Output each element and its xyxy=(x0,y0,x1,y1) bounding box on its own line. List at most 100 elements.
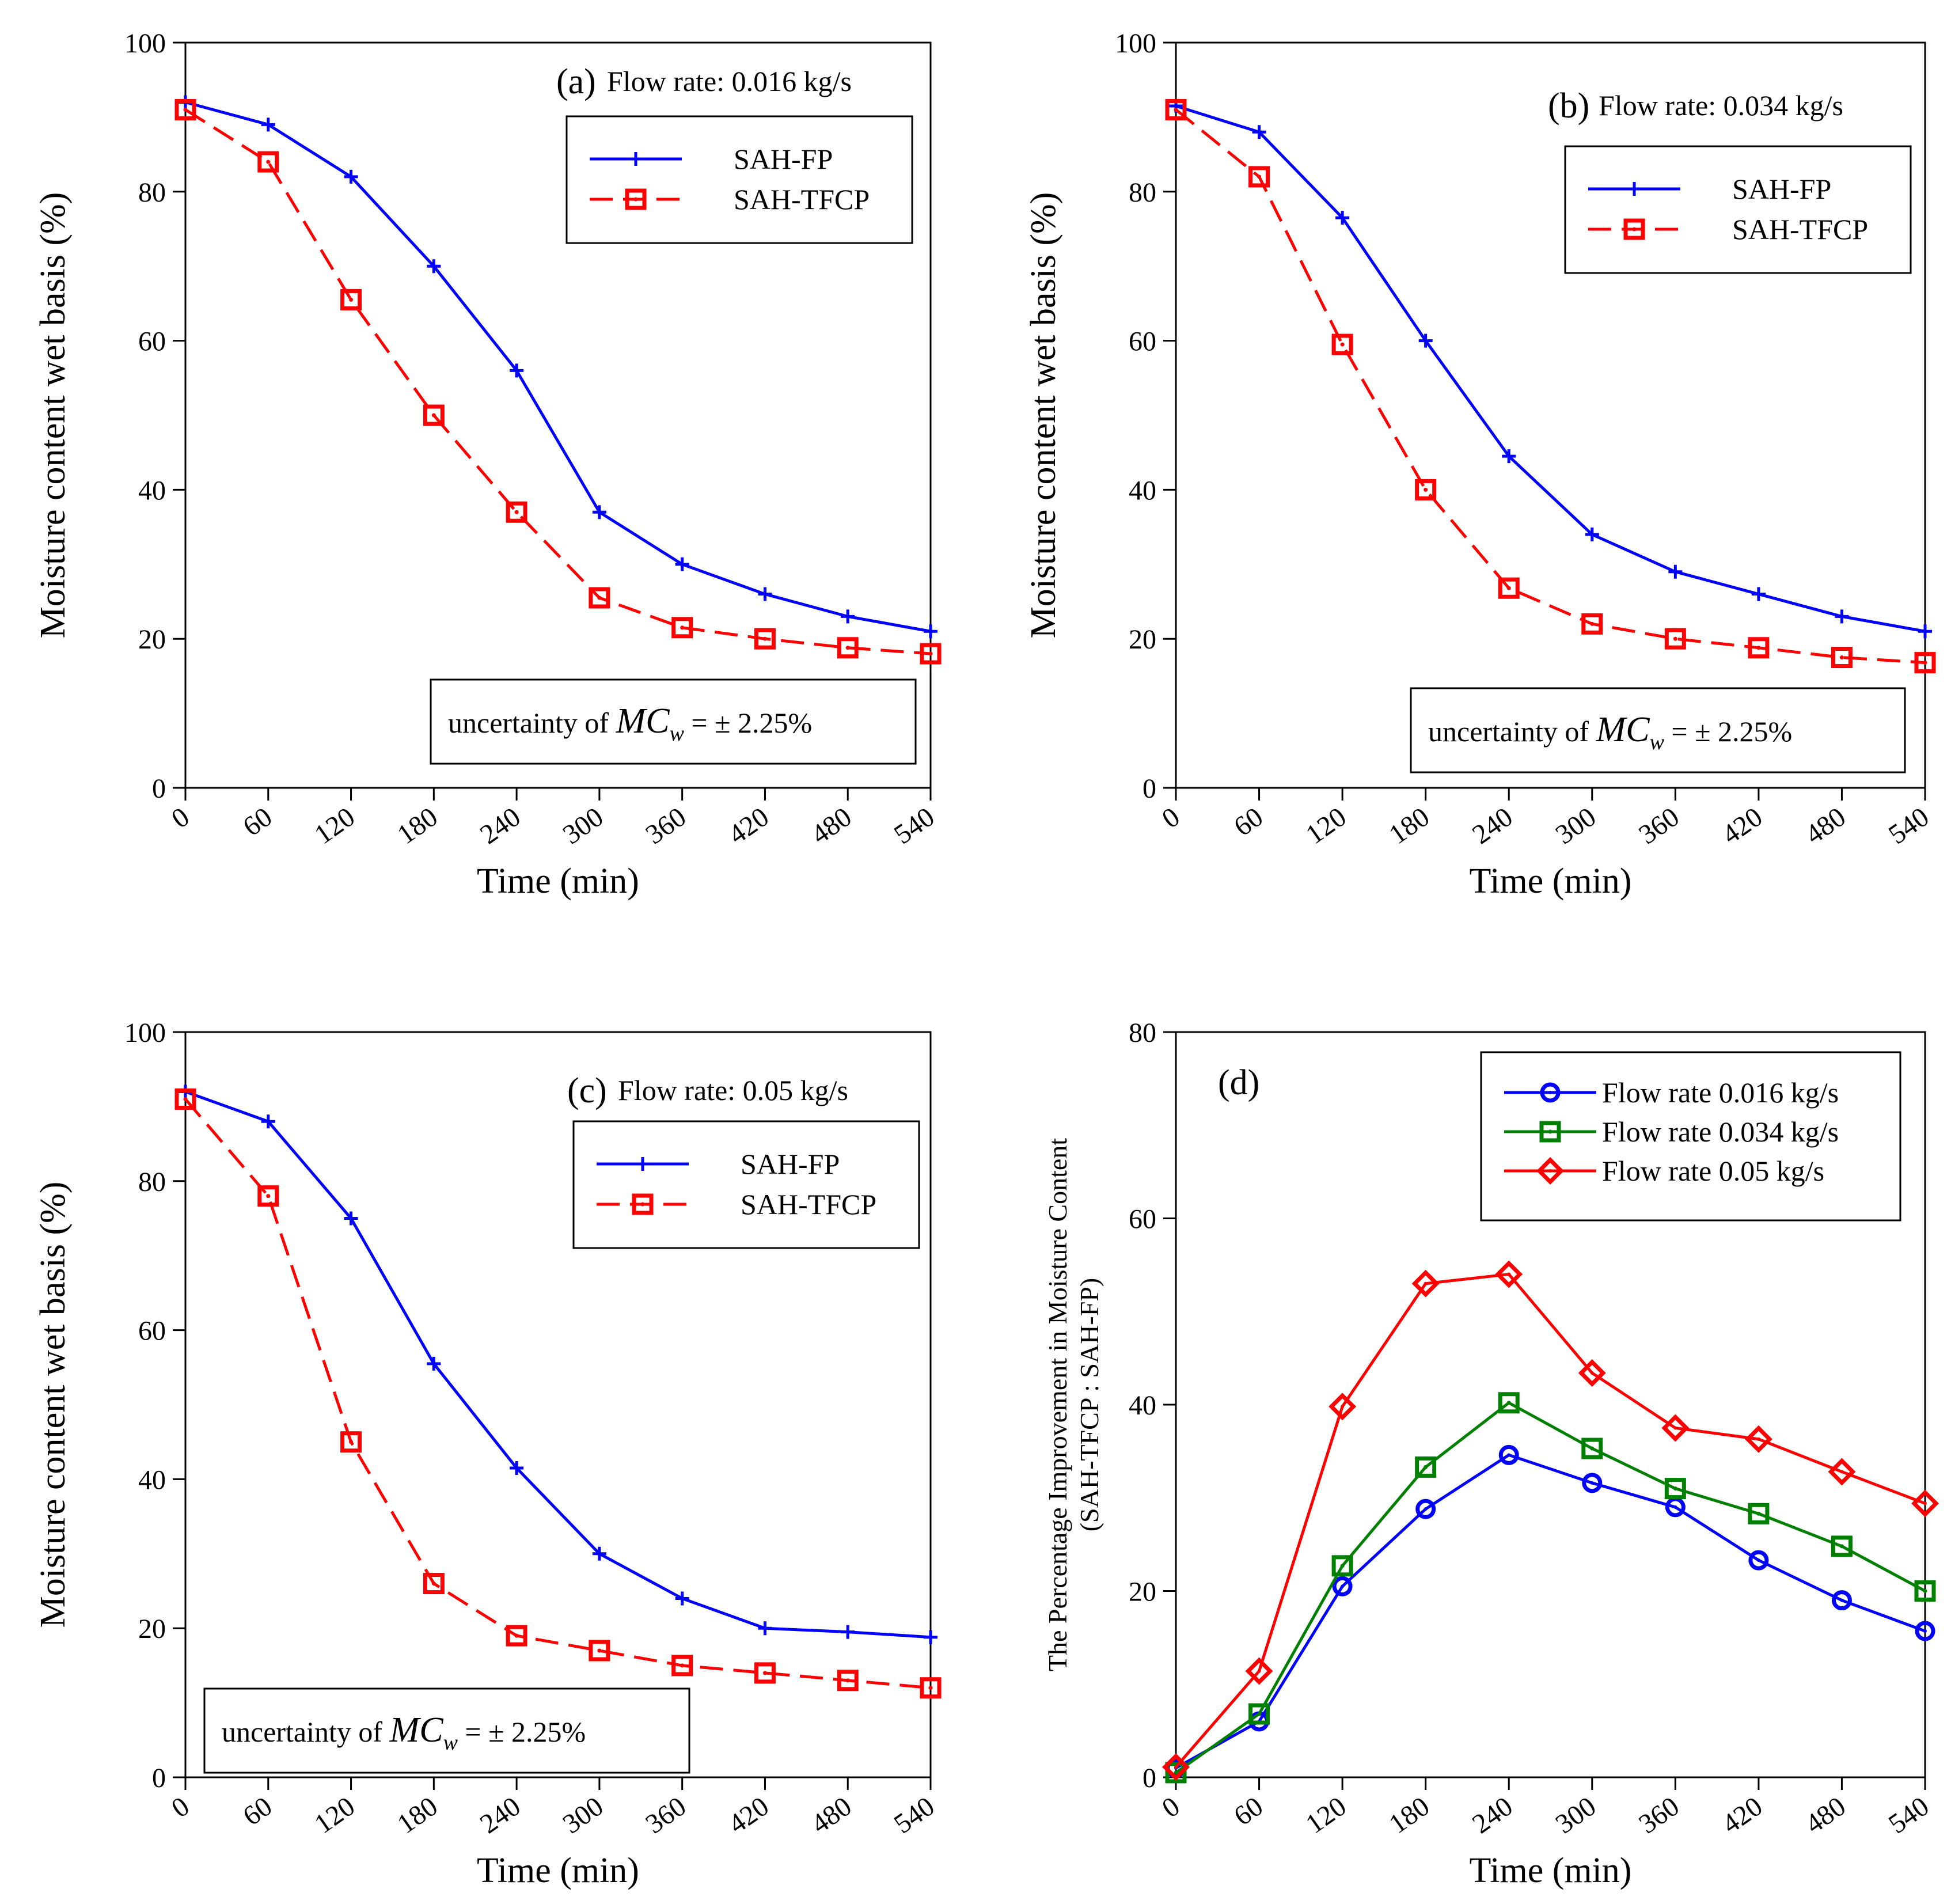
panel-c-xtick-label: 180 xyxy=(392,1791,443,1840)
panel-a-legend-marker-center xyxy=(633,197,638,202)
panel-d-data-point xyxy=(1331,1555,1353,1577)
panel-d-xtick-label: 420 xyxy=(1717,1791,1768,1840)
panel-b-xtick-label: 480 xyxy=(1800,802,1851,851)
panel-b-legend-marker-center xyxy=(1632,227,1637,232)
panel-b-uncertainty-subscript: w xyxy=(1650,730,1665,754)
panel-b-data-point xyxy=(1248,166,1270,188)
panel-a-data-point-center xyxy=(680,625,685,630)
panel-d-data-point-center xyxy=(1673,1426,1677,1430)
panel-c: 0 20 40 60 80 100 0 60 120 180 240 300 360 420 480 540 T… xyxy=(33,1018,942,1890)
panel-d-data-point-center xyxy=(1341,1405,1345,1409)
panel-d-data-point-center xyxy=(1424,1281,1428,1285)
panel-d-data-point xyxy=(1332,1576,1353,1596)
panel-c-label: (c) xyxy=(567,1071,607,1110)
panel-d-data-point xyxy=(1578,1359,1606,1387)
panel-a-ytick-label: 80 xyxy=(138,177,166,208)
panel-a-data-point xyxy=(510,363,524,378)
panel-c-data-point xyxy=(758,1621,772,1636)
panel-d-data-point-center xyxy=(1424,1465,1428,1469)
panel-a-series-0 xyxy=(179,95,937,639)
panel-c-data-point xyxy=(174,1088,196,1110)
panel-c-ytick-label: 100 xyxy=(124,1018,166,1048)
panel-d-xtick-label: 240 xyxy=(1467,1791,1518,1840)
panel-c-legend-box xyxy=(572,1120,920,1249)
panel-a-ylabel: Moisture content wet basis (%) xyxy=(33,192,73,639)
panel-c-data-point xyxy=(592,1546,606,1561)
panel-b-data-point xyxy=(1415,479,1437,500)
panel-d-data-point xyxy=(1411,1269,1440,1298)
panel-c-ytick-label: 0 xyxy=(152,1763,166,1793)
panel-d-ytick-label: 60 xyxy=(1129,1204,1156,1235)
panel-a-uncertainty-text: uncertainty of MCw = ± 2.25% xyxy=(448,701,812,746)
panel-d-xtick-label: 360 xyxy=(1633,1791,1684,1840)
panel-b-xtick-label: 60 xyxy=(1228,802,1269,843)
panel-b-data-point xyxy=(1831,647,1853,669)
panel-a-ytick-label: 0 xyxy=(152,773,166,804)
panel-a-ytick-label: 100 xyxy=(124,28,166,59)
panel-d-xtick-label: 540 xyxy=(1883,1791,1934,1840)
panel-d-data-point xyxy=(1914,1580,1936,1602)
panel-d-data-point-center xyxy=(1174,1765,1178,1769)
panel-b-data-point-center xyxy=(1590,621,1595,626)
panel-d-data-point-center xyxy=(1340,1564,1345,1568)
panel-b-data-point xyxy=(1331,333,1353,355)
panel-c-ytick-label: 20 xyxy=(138,1614,166,1644)
panel-d-data-point-center xyxy=(1756,1558,1760,1562)
panel-a-data-point xyxy=(261,117,275,132)
panel-b-data-point xyxy=(1914,652,1936,674)
panel-a-legend-label: SAH-TFCP xyxy=(734,183,870,215)
panel-d-ytick-label: 20 xyxy=(1129,1577,1156,1607)
panel-d-data-point xyxy=(1581,1438,1603,1459)
panel-c-xtick-label: 300 xyxy=(557,1791,609,1840)
panel-a-frame xyxy=(184,41,932,789)
panel-d-data-point-center xyxy=(1840,1470,1844,1474)
panel-a-data-point-center xyxy=(514,510,519,514)
panel-d-data-point xyxy=(1748,1550,1769,1571)
panel-d-series-1 xyxy=(1165,1392,1936,1784)
panel-d-data-point xyxy=(1915,1621,1935,1641)
panel-b-legend-marker xyxy=(1627,182,1641,196)
panel-b-data-point-center xyxy=(1424,487,1428,492)
panel-b-legend-box xyxy=(1564,145,1912,274)
panel-d-data-point xyxy=(1415,1456,1437,1478)
panel-c-data-point xyxy=(675,1591,689,1606)
panel-b-uncertainty-text: uncertainty of MCw = ± 2.25% xyxy=(1428,710,1792,754)
panel-c-ytick-label: 40 xyxy=(138,1465,166,1495)
panel-a-data-point-center xyxy=(349,297,354,302)
panel-c-data-point-center xyxy=(762,1671,767,1675)
panel-d-legend-marker-center xyxy=(1548,1169,1552,1173)
panel-b-data-point xyxy=(1751,587,1766,601)
panel-a-xtick-label: 360 xyxy=(640,802,692,851)
panel-a-data-point xyxy=(344,169,358,184)
panel-d-data-point xyxy=(1661,1414,1690,1442)
panel-a-data-point xyxy=(754,628,776,650)
panel-c-data-point xyxy=(837,1670,859,1691)
panel-d-ytick-label: 40 xyxy=(1129,1390,1156,1421)
panel-a-xtick-label: 480 xyxy=(806,802,857,851)
panel-d-data-point-center xyxy=(1673,1505,1677,1509)
panel-a-legend-box xyxy=(565,115,913,244)
panel-b-data-point xyxy=(1502,449,1516,464)
panel-b-ytick-label: 40 xyxy=(1129,475,1156,506)
panel-b-series-line xyxy=(1175,108,1926,665)
panel-c-data-point xyxy=(671,1655,693,1677)
panel-c-legend-marker xyxy=(636,1157,650,1171)
panel-b-data-point xyxy=(1418,333,1433,348)
panel-a-data-point xyxy=(675,557,689,571)
panel-d-data-point xyxy=(1828,1458,1856,1486)
panel-d-data-point xyxy=(1328,1393,1357,1421)
panel-a-uncertainty: uncertainty of MCw = ± 2.25% xyxy=(430,678,917,765)
panel-d-data-point xyxy=(1495,1260,1523,1288)
panel-a-ytick-label: 20 xyxy=(138,624,166,655)
panel-c-xtick-label: 480 xyxy=(806,1791,857,1840)
panel-d-data-point xyxy=(1748,1503,1770,1524)
panel-a-xtick-label: 240 xyxy=(475,802,526,851)
panel-c-data-point xyxy=(510,1461,524,1475)
panel-c-series-line xyxy=(185,1090,931,1639)
panel-b-data-point xyxy=(1581,613,1603,635)
panel-a-data-point xyxy=(506,501,527,523)
panel-d-legend-marker xyxy=(1540,1082,1561,1103)
panel-b-xtick-label: 360 xyxy=(1633,802,1684,851)
panel-d-data-point xyxy=(1415,1499,1436,1519)
